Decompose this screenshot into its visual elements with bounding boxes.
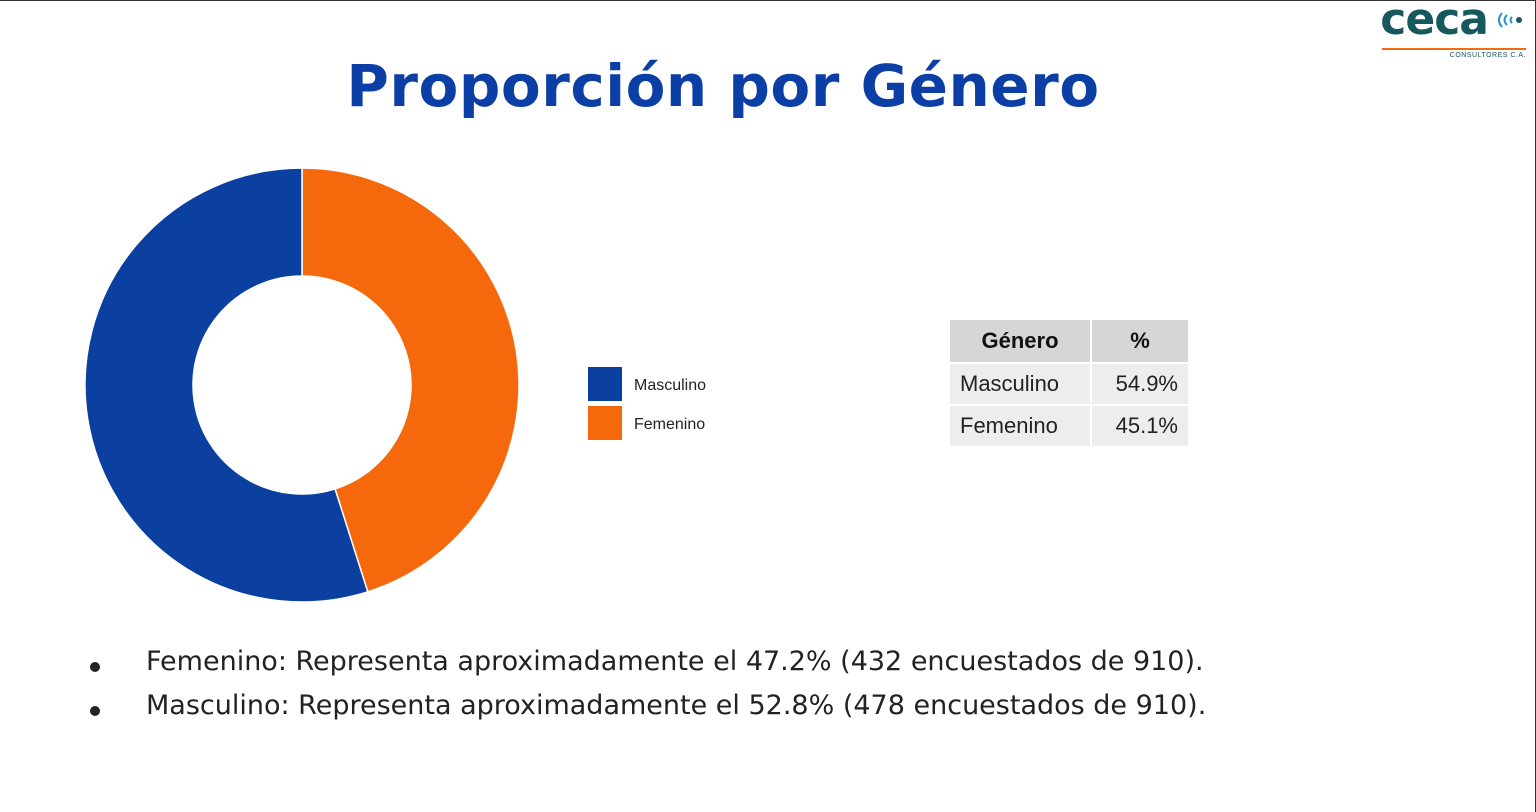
table-cell-genero: Femenino [950,406,1090,446]
bullet-text: Masculino: Representa aproximadamente el… [146,690,1207,721]
table-header-row: Género % [950,320,1188,362]
table-header-genero: Género [950,320,1090,362]
page-title: Proporción por Género [346,52,1100,120]
logo-underline [1382,48,1526,50]
donut-chart [84,167,520,603]
bullet-icon [90,706,100,716]
legend-swatch-masculino [588,367,622,401]
bullet-text: Femenino: Representa aproximadamente el … [146,646,1204,677]
table-row: Femenino 45.1% [950,406,1188,446]
legend-label-masculino: Masculino [634,377,707,394]
legend-label-femenino: Femenino [634,416,706,433]
gender-table: Género % Masculino 54.9% Femenino 45.1% [948,318,1190,448]
signal-waves-icon [1498,12,1522,28]
table-cell-percent: 54.9% [1092,364,1188,404]
donut-slice-femenino [301,167,520,593]
table-cell-genero: Masculino [950,364,1090,404]
table-header-percent: % [1092,320,1188,362]
logo-subtitle: CONSULTORES C.A. [1449,52,1526,59]
donut-slice-masculino [84,167,369,603]
frame-top-border [0,0,1536,1]
bullet-icon [90,662,100,672]
company-logo: ceca CONSULTORES C.A. [1380,0,1530,62]
legend-swatch-femenino [588,406,622,440]
logo-wordmark: ceca [1380,0,1489,45]
table-row: Masculino 54.9% [950,364,1188,404]
table-cell-percent: 45.1% [1092,406,1188,446]
